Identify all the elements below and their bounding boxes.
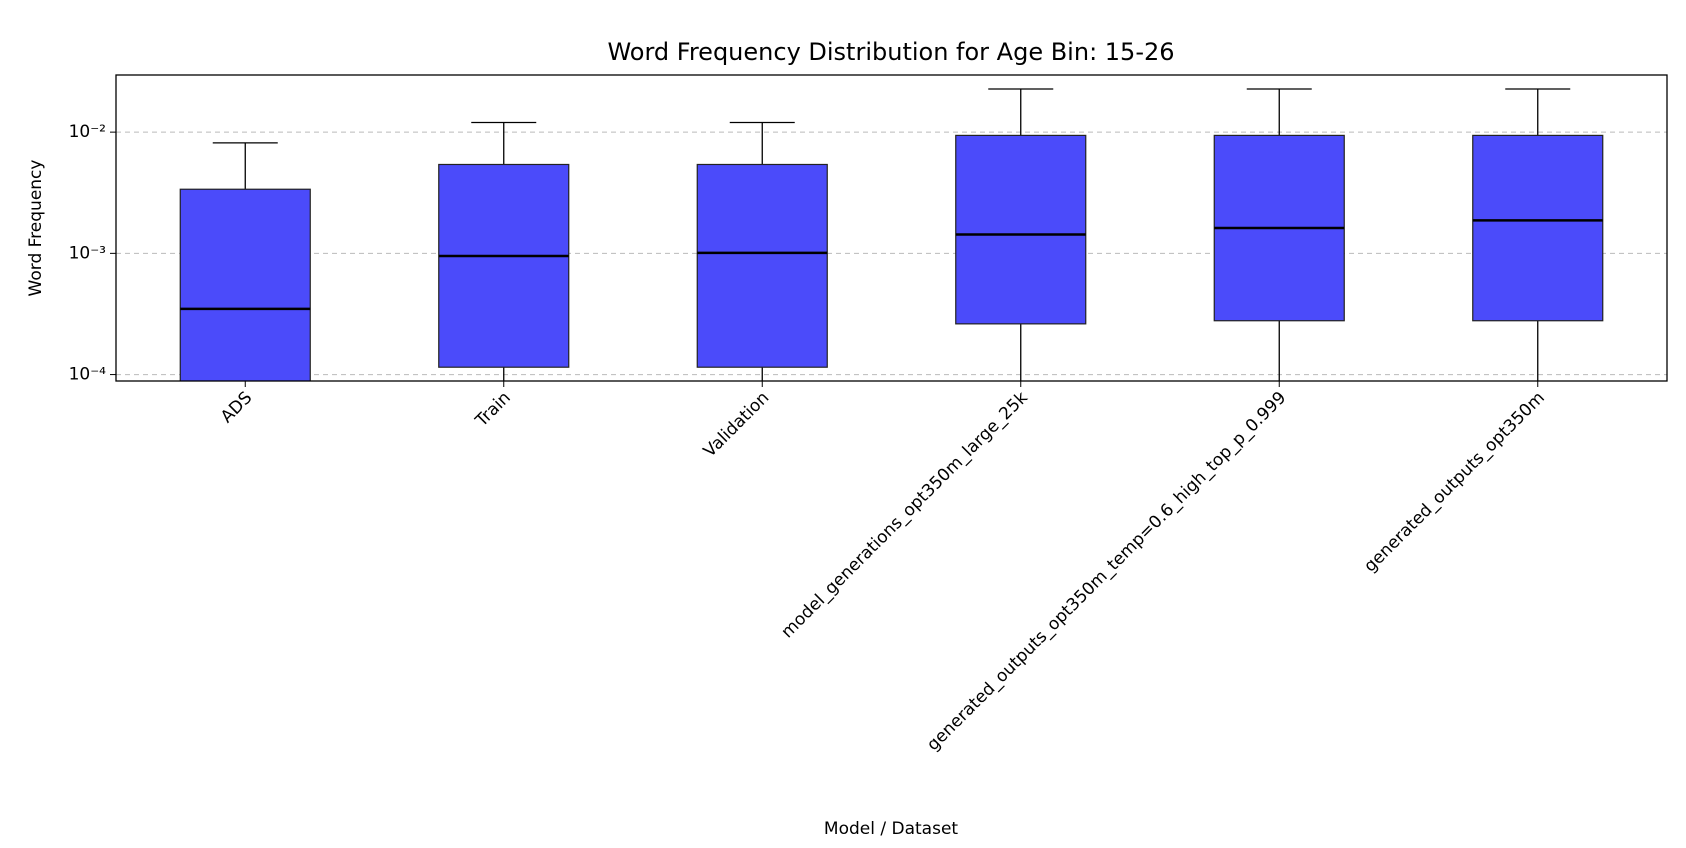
box bbox=[696, 163, 828, 368]
x-tick-label: model_generations_opt350m_large_25k bbox=[777, 388, 1031, 642]
y-tick-label: 10⁻³ bbox=[69, 243, 106, 263]
box bbox=[1472, 134, 1604, 322]
y-tick-label: 10⁻⁴ bbox=[69, 365, 107, 385]
chart-title: Word Frequency Distribution for Age Bin:… bbox=[607, 38, 1174, 66]
axes-frame bbox=[115, 74, 1668, 382]
x-tick-label: Train bbox=[471, 388, 515, 432]
y-axis-label: Word Frequency bbox=[26, 160, 46, 297]
x-axis-label: Model / Dataset bbox=[824, 819, 958, 839]
box bbox=[179, 188, 311, 381]
x-tick-label: ADS bbox=[217, 388, 256, 427]
box bbox=[438, 163, 570, 368]
x-tick-label: Validation bbox=[700, 388, 774, 462]
y-tick-label: 10⁻² bbox=[69, 122, 106, 142]
x-tick-label: generated_outputs_opt350m bbox=[1360, 388, 1549, 577]
box bbox=[955, 134, 1087, 325]
plot-area bbox=[116, 88, 1667, 381]
